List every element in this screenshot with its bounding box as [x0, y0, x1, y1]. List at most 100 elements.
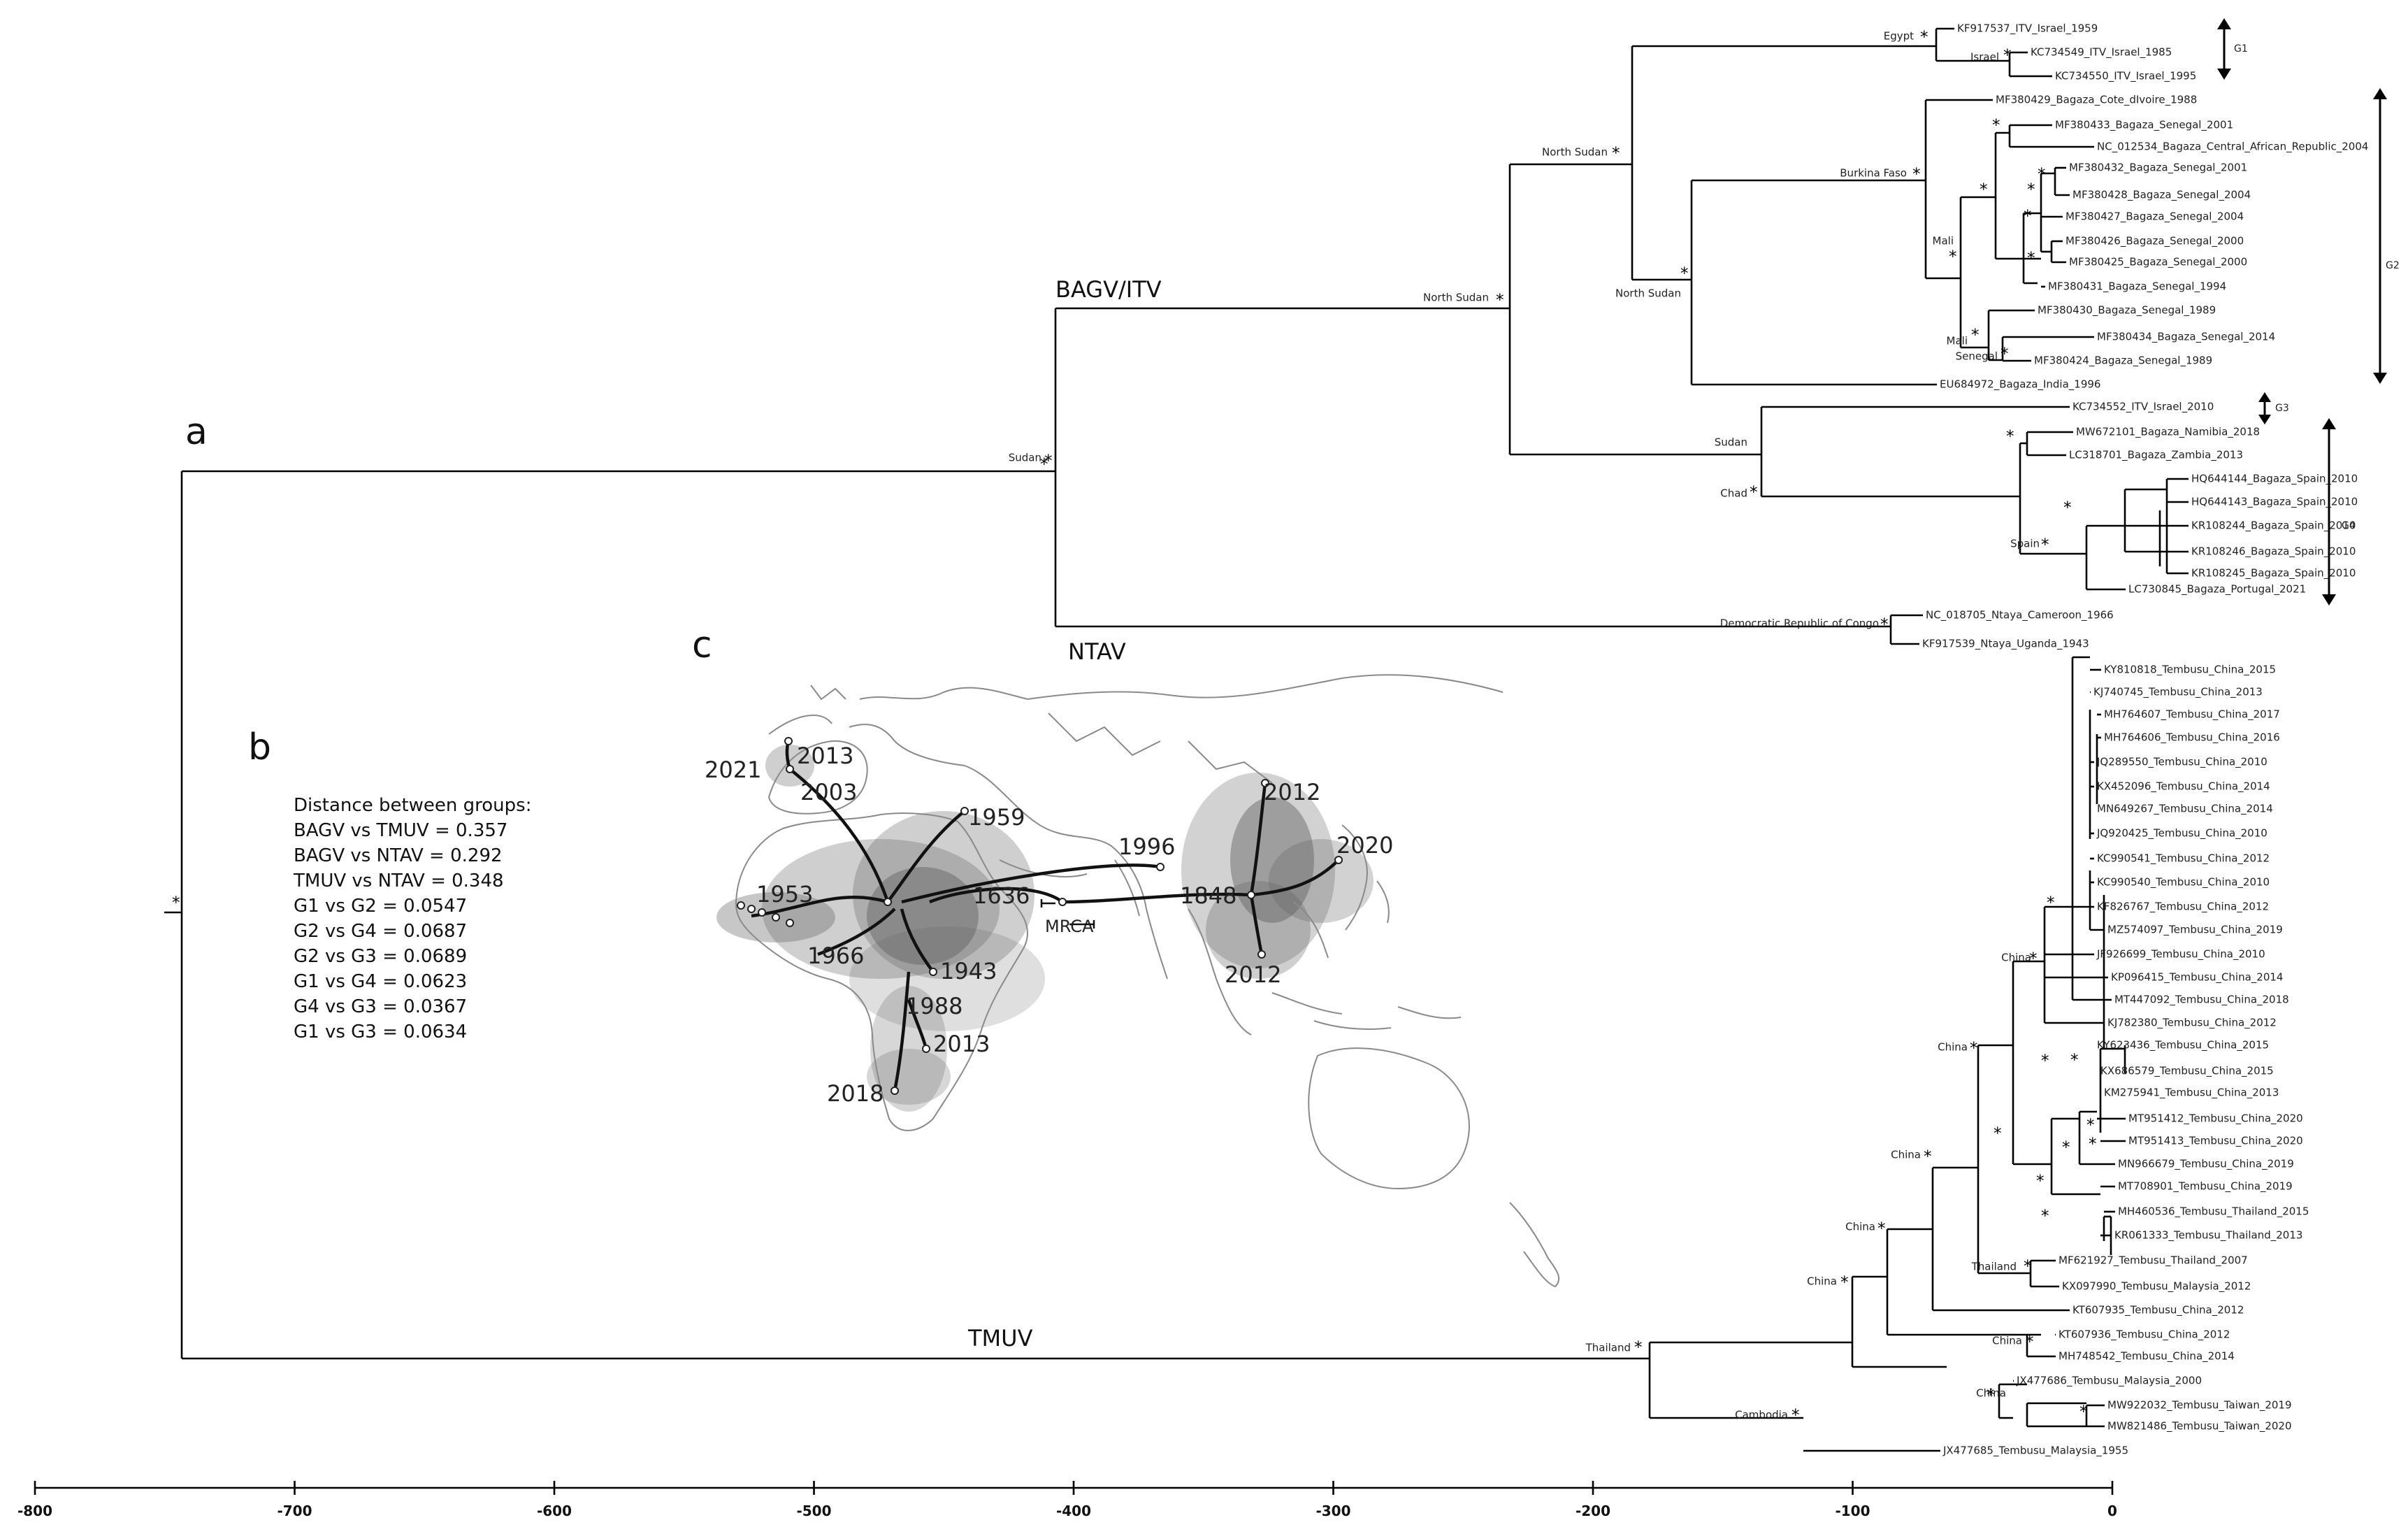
map-coastlines — [735, 674, 1560, 1288]
support-star: * — [2006, 428, 2014, 446]
tip-label: MH764607_Tembusu_China_2017 — [2104, 708, 2280, 722]
support-star: * — [1044, 452, 1053, 471]
tip-label: MN649267_Tembusu_China_2014 — [2097, 803, 2273, 816]
node-labels: Egypt Israel North Sudan North Sudan Nor… — [1009, 30, 2040, 1421]
tip-label: HQ644144_Bagaza_Spain_2010 — [2191, 473, 2358, 486]
map-density-africa — [716, 745, 1045, 1112]
node-label-north-sudan-top: North Sudan — [1542, 146, 1608, 159]
tip-label: LC730845_Bagaza_Portugal_2021 — [2128, 583, 2306, 596]
panel-label-b: b — [248, 726, 271, 768]
tip-label: KC990540_Tembusu_China_2010 — [2097, 876, 2270, 889]
tip-label: MF380428_Bagaza_Senegal_2004 — [2072, 189, 2251, 202]
tip-label: MW672101_Bagaza_Namibia_2018 — [2076, 426, 2260, 439]
support-star: * — [2041, 1207, 2049, 1226]
support-star: * — [2079, 1403, 2088, 1421]
map-year-1959: 1959 — [968, 804, 1025, 831]
node-label-china-2: China — [1845, 1221, 1875, 1233]
map-year-2021: 2021 — [705, 757, 761, 783]
map-year-1953: 1953 — [756, 881, 813, 908]
support-star: * — [1496, 292, 1504, 310]
node-label-china-4: China — [1938, 1041, 1968, 1054]
tip-leaders — [1803, 27, 2189, 1452]
tip-label: KJ740745_Tembusu_China_2013 — [2093, 686, 2263, 699]
tip-label: MT951413_Tembusu_China_2020 — [2128, 1135, 2303, 1148]
tip-label: KC734549_ITV_Israel_1985 — [2031, 46, 2172, 59]
tip-label: KY810818_Tembusu_China_2015 — [2104, 664, 2276, 677]
tip-label: KR061333_Tembusu_Thailand_2013 — [2114, 1229, 2302, 1242]
support-star: * — [2089, 1135, 2097, 1154]
tip-label: KY623436_Tembusu_China_2015 — [2097, 1039, 2269, 1052]
tip-label: KT607936_Tembusu_China_2012 — [2059, 1328, 2230, 1342]
support-star: * — [2000, 345, 2009, 364]
tip-label: KR108244_Bagaza_Spain_2010 — [2191, 519, 2356, 533]
node-label-north-sudan-inner: North Sudan — [1615, 287, 1681, 300]
axis-tick-label: -800 — [17, 1503, 52, 1519]
tip-label: KR108246_Bagaza_Spain_2010 — [2191, 545, 2356, 559]
tip-label: KM275941_Tembusu_China_2013 — [2104, 1087, 2279, 1100]
support-star: * — [2041, 536, 2049, 554]
tip-label: JF926699_Tembusu_China_2010 — [2096, 948, 2265, 961]
tip-label: KX452096_Tembusu_China_2014 — [2097, 780, 2270, 794]
support-star: * — [2003, 47, 2012, 65]
node-label-sudan-g34: Sudan — [1715, 436, 1747, 449]
tip-label: MF380429_Bagaza_Cote_dIvoire_1988 — [1996, 94, 2197, 107]
map-year-1996: 1996 — [1118, 833, 1175, 860]
distance-title: Distance between groups: — [294, 795, 531, 816]
support-star: * — [172, 894, 180, 912]
group-label-g4: G4 — [2342, 520, 2356, 531]
axis-tick-label: -600 — [537, 1503, 572, 1519]
tip-label: MW821486_Tembusu_Taiwan_2020 — [2107, 1420, 2292, 1433]
node-label-mali-1: Mali — [1933, 235, 1954, 248]
node-label-china-5: China — [2001, 952, 2031, 964]
support-star: * — [2063, 499, 2072, 517]
node-label-sudan-root: Sudan — [1009, 452, 1041, 464]
tip-label: KC990541_Tembusu_China_2012 — [2097, 852, 2270, 866]
support-star: * — [2024, 1258, 2032, 1276]
support-star: * — [2038, 166, 2046, 184]
map-year-1636: 1636 — [973, 882, 1030, 909]
support-star: * — [1970, 1040, 1978, 1058]
distance-line: G2 vs G3 = 0.0689 — [294, 946, 467, 967]
tip-label: MN966679_Tembusu_China_2019 — [2118, 1158, 2294, 1171]
map-year-1988: 1988 — [906, 993, 963, 1019]
panel-label-a: a — [185, 411, 208, 453]
support-star: * — [2029, 950, 2038, 968]
tip-label: MH764606_Tembusu_China_2016 — [2104, 731, 2280, 745]
tip-label: KF826767_Tembusu_China_2012 — [2097, 901, 2269, 914]
support-star: * — [1971, 327, 1980, 345]
axis-tick-label: 0 — [2107, 1503, 2117, 1519]
axis-tick-label: -700 — [277, 1503, 312, 1519]
distance-line: G2 vs G4 = 0.0687 — [294, 921, 467, 942]
support-star: * — [1750, 484, 1758, 502]
support-star: * — [2070, 1052, 2079, 1070]
axis-tick-label: -300 — [1315, 1503, 1350, 1519]
map-year-2003: 2003 — [800, 779, 857, 805]
node-label-china-7: China — [1976, 1387, 2006, 1400]
tip-label: KJ782380_Tembusu_China_2012 — [2107, 1017, 2277, 1030]
tip-label: MT951412_Tembusu_China_2020 — [2128, 1112, 2303, 1126]
tip-label: NC_018705_Ntaya_Cameroon_1966 — [1926, 609, 2114, 622]
tip-label: MF380431_Bagaza_Senegal_1994 — [2048, 280, 2226, 294]
support-star: * — [2036, 1173, 2045, 1191]
tip-label: MT447092_Tembusu_China_2018 — [2114, 994, 2289, 1007]
tip-label: MF380424_Bagaza_Senegal_1989 — [2034, 354, 2212, 368]
support-star: * — [2086, 1117, 2095, 1135]
clade-label-tmuv: TMUV — [967, 1325, 1033, 1352]
tip-label: NC_012534_Bagaza_Central_African_Republi… — [2097, 141, 2368, 154]
node-label-senegal: Senegal — [1956, 350, 1998, 363]
map-year-2013-south: 2013 — [933, 1031, 990, 1057]
map-migration-paths — [751, 740, 1340, 1091]
tip-label: JX477685_Tembusu_Malaysia_1955 — [1942, 1444, 2128, 1458]
distance-line: G4 vs G3 = 0.0367 — [294, 996, 467, 1017]
tip-label: KP096415_Tembusu_China_2014 — [2111, 971, 2283, 984]
support-star: * — [1987, 1386, 1995, 1405]
node-label-burkina-faso: Burkina Faso — [1840, 167, 1907, 180]
tip-label: MF380430_Bagaza_Senegal_1989 — [2038, 304, 2216, 317]
support-star: * — [2027, 250, 2035, 268]
support-star: * — [1040, 456, 1048, 474]
node-label-china-6: China — [1992, 1335, 2022, 1347]
axis-tick-label: -200 — [1576, 1503, 1610, 1519]
distance-line: TMUV vs NTAV = 0.348 — [293, 870, 504, 891]
axis-tick-label: -400 — [1056, 1503, 1091, 1519]
time-axis: -800 -700 -600 -500 -400 -300 -200 -100 0 — [17, 1481, 2117, 1519]
